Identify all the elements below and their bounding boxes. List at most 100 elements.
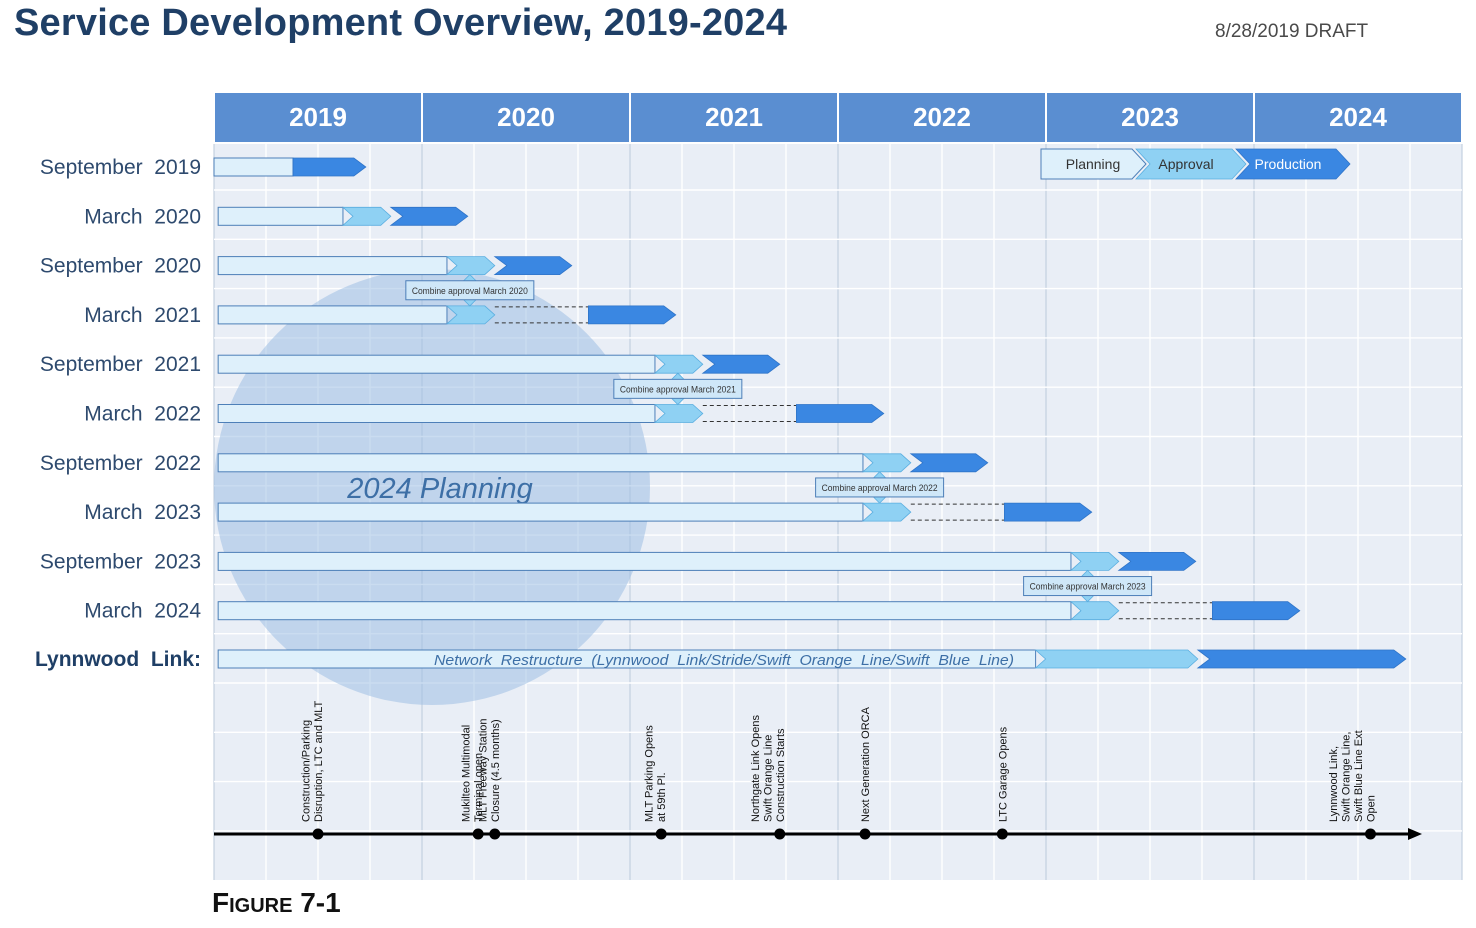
milestone-label: Swift Orange Line,	[1340, 732, 1352, 823]
milestone: Lynnwood Link, Swift Orange Line, Swift Bl…	[1328, 730, 1377, 840]
milestone: LTC Garage Opens	[996, 726, 1009, 840]
combine-note-label: Combine approval March 2020	[412, 286, 528, 296]
approval-chevron	[445, 305, 496, 325]
combine-note-box	[1023, 576, 1153, 597]
planning-bar	[213, 157, 294, 177]
year-header-label: 2020	[497, 102, 555, 132]
timeline-arrowhead	[1408, 828, 1422, 840]
milestone: MLT Parking Opens at 59th Pl.	[644, 725, 668, 840]
timeline-row: March 2022	[84, 403, 885, 426]
planning-bar	[217, 601, 1072, 621]
legend-planning-label: Planning	[1066, 156, 1121, 172]
timeline-row: September 2022	[40, 452, 989, 475]
production-chevron	[796, 404, 885, 423]
row-label: September 2019	[40, 156, 201, 179]
milestone-label: at 59th Pl.	[656, 772, 668, 822]
milestone-dot	[489, 828, 501, 840]
row-label: March 2024	[84, 600, 201, 623]
row-label: September 2023	[40, 550, 201, 573]
production-chevron	[909, 453, 989, 473]
row-label: September 2021	[40, 353, 201, 376]
timeline-row: March 2021	[84, 304, 677, 327]
timeline-row: March 2020	[84, 205, 469, 228]
combine-approval-note: Combine approval March 2020	[405, 274, 535, 307]
milestone: Mukilteo Multimodal Terminal open	[461, 725, 485, 840]
milestone: MLT Freeway Station Closure (4.5 months)	[477, 718, 502, 840]
approval-chevron	[1069, 552, 1120, 571]
page-title: Service Development Overview, 2019-2024	[14, 2, 788, 44]
combine-approval-note: Combine approval March 2021	[613, 372, 743, 406]
milestone-label: Swift Blue Line Ext	[1353, 730, 1365, 822]
milestone-label: Mukilteo Multimodal	[461, 725, 473, 822]
timeline-row: September 2021	[40, 353, 781, 376]
milestone-dot	[996, 828, 1008, 840]
milestone-dot	[774, 828, 786, 840]
combine-notes-layer: Combine approval March 2020 Combine appro…	[405, 274, 1153, 603]
milestone-label: Northgate Link Opens	[750, 714, 762, 822]
planning-2024-label: 2024 Planning	[346, 473, 532, 505]
combine-approval-note: Combine approval March 2022	[815, 471, 945, 504]
milestone-label: Construction Starts	[775, 728, 787, 822]
planning-bar	[217, 206, 344, 226]
approval-chevron	[445, 256, 496, 276]
production-chevron	[1117, 552, 1197, 571]
year-header-cell	[1253, 91, 1463, 144]
milestone: Northgate Link Opens Swift Orange Line Con…	[750, 714, 787, 840]
approval-chevron	[341, 206, 392, 226]
milestone: Construction/Parking Disruption, LTC and …	[301, 700, 325, 840]
combine-note-box	[815, 477, 945, 498]
year-header-cell	[629, 91, 839, 144]
timeline-row: March 2024	[84, 600, 1301, 623]
combine-note-box	[613, 378, 743, 399]
milestone-label: Next Generation ORCA	[860, 706, 872, 822]
timeline-row: September 2019	[40, 156, 367, 179]
year-header-label: 2024	[1329, 102, 1387, 132]
timeline-row: Lynnwood Link: Network Restructure (Lynnw…	[35, 648, 1407, 671]
approval-chevron	[861, 502, 912, 522]
milestone-dot	[1364, 828, 1376, 840]
row-label: September 2022	[40, 452, 201, 475]
planning-bar	[217, 502, 864, 522]
milestone-label: Terminal open	[473, 753, 485, 822]
planning-bar	[217, 305, 448, 325]
legend: Planning Approval Production	[1040, 148, 1351, 180]
timeline-row: March 2023	[84, 501, 1093, 524]
production-chevron	[292, 157, 367, 177]
approval-chevron	[653, 354, 704, 374]
year-header-label: 2019	[289, 102, 347, 132]
row-label: Lynnwood Link:	[35, 648, 201, 671]
milestone-label: MLT Parking Opens	[644, 725, 656, 822]
milestone-timeline: Construction/Parking Disruption, LTC and …	[214, 700, 1422, 840]
planning-bar	[217, 551, 1072, 571]
row-label: March 2023	[84, 501, 201, 524]
milestone-dot	[655, 828, 667, 840]
row-label: March 2022	[84, 403, 201, 426]
figure-caption: Figure 7-1	[212, 887, 341, 918]
combine-approval-note: Combine approval March 2023	[1023, 569, 1153, 603]
milestone-label: Construction/Parking	[301, 720, 313, 822]
planning-2024-circle	[214, 269, 650, 705]
draft-date-label: 8/28/2019 DRAFT	[1215, 21, 1369, 42]
year-header-label: 2023	[1121, 102, 1179, 132]
milestone-dot	[472, 828, 484, 840]
combine-note-box	[405, 280, 535, 301]
planning-bar	[217, 649, 1037, 669]
milestone-label: MLT Freeway Station	[477, 718, 489, 822]
planning-bar	[217, 404, 656, 423]
year-header-label: 2022	[913, 102, 971, 132]
planning-bar	[217, 453, 864, 473]
legend-production-swatch	[1235, 148, 1351, 180]
legend-approval-swatch	[1135, 148, 1247, 180]
production-chevron	[1004, 502, 1093, 522]
milestone-label: Open	[1365, 795, 1377, 822]
combine-note-label: Combine approval March 2023	[1030, 582, 1146, 592]
planning-circle-layer: 2024 Planning	[214, 269, 650, 705]
row-label: September 2020	[40, 255, 201, 278]
legend-planning-swatch	[1040, 148, 1147, 180]
milestone-label: Lynnwood Link,	[1328, 746, 1340, 822]
production-chevron	[1212, 601, 1301, 621]
planning-bar	[217, 354, 656, 374]
year-header-layer: 2019 2020 2021 2022 2023 2024	[213, 91, 1463, 144]
year-header-cell	[213, 91, 423, 144]
